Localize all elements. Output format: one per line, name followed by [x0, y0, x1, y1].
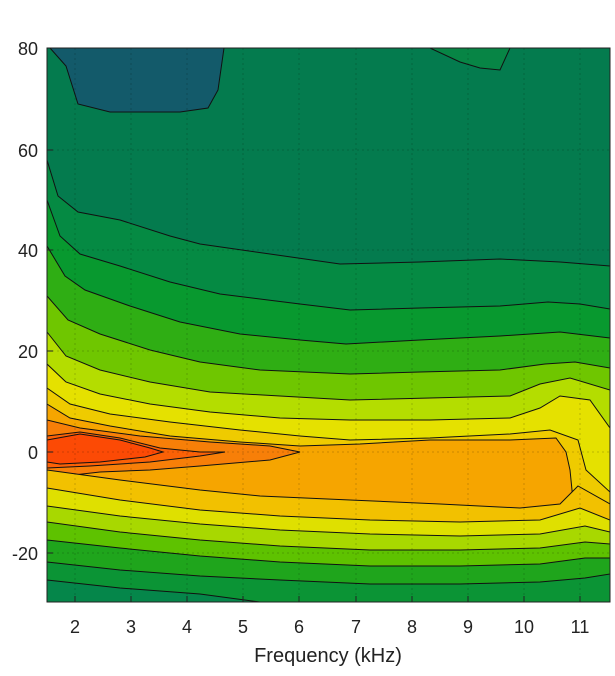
band-level-11: [47, 433, 165, 465]
plot-frame: [46, 47, 611, 603]
x-tick-label: 3: [126, 617, 136, 637]
x-tick-label: 6: [294, 617, 304, 637]
x-tick-label: 4: [182, 617, 192, 637]
y-axis: 80 60 40 20 0 -20: [12, 39, 53, 564]
x-tick-label: 8: [407, 617, 417, 637]
x-tick-label: 5: [238, 617, 248, 637]
band-level-lower-7: [47, 579, 261, 602]
y-tick-label: 60: [18, 141, 38, 161]
x-tick-label: 7: [351, 617, 361, 637]
x-tick-label: 11: [571, 617, 590, 637]
x-axis-label: Frequency (kHz): [254, 645, 402, 667]
x-tick-label: 10: [514, 617, 534, 637]
grid: [47, 48, 610, 602]
x-tick-label: 2: [70, 617, 80, 637]
y-tick-label: -20: [12, 544, 38, 564]
x-tick-label: 9: [463, 617, 473, 637]
band-top-left-dark: [49, 48, 225, 113]
y-tick-label: 40: [18, 241, 38, 261]
plot-area: [47, 48, 610, 602]
band-level-lower-6: [47, 561, 610, 602]
band-top-right-lighter: [429, 48, 511, 71]
contour-bands: [47, 48, 610, 602]
y-tick-label: 0: [28, 443, 38, 463]
x-axis: 2 3 4 5 6 7 8 9 10 11 Frequency (kHz): [70, 596, 589, 667]
y-tick-label: 80: [18, 39, 38, 59]
y-tick-label: 20: [18, 342, 38, 362]
